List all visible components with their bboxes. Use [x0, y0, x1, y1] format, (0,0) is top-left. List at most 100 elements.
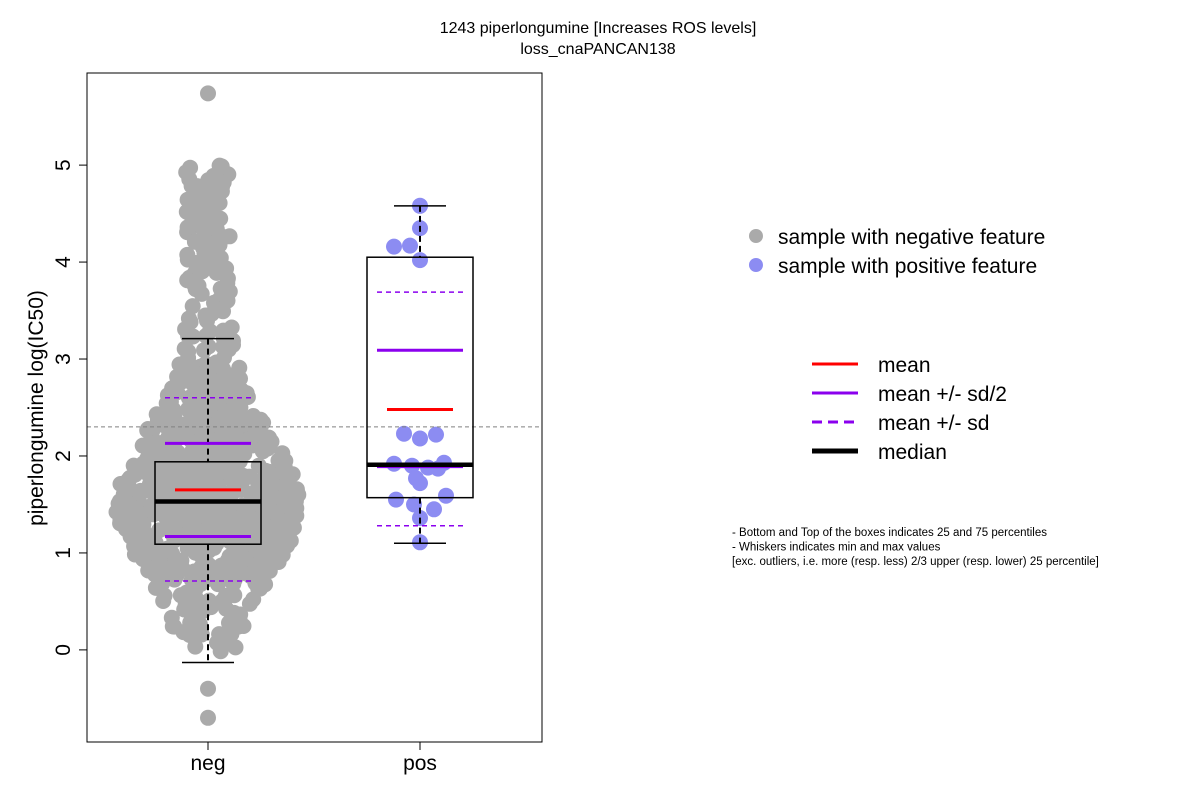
- neg-point: [195, 450, 212, 467]
- neg-point: [238, 385, 255, 402]
- neg-point: [216, 349, 232, 366]
- neg-point: [277, 487, 294, 504]
- legend-label: mean +/- sd: [878, 412, 989, 435]
- y-tick-label: 1: [52, 547, 75, 559]
- neg-point: [126, 519, 143, 536]
- legend-label: median: [878, 441, 947, 464]
- neg-point: [158, 395, 175, 412]
- neg-point: [200, 85, 216, 102]
- neg-point: [147, 579, 164, 596]
- neg-point: [253, 546, 270, 563]
- neg-point: [227, 639, 244, 656]
- neg-point: [120, 472, 137, 489]
- box-pos: [366, 205, 474, 544]
- neg-point: [211, 463, 228, 480]
- neg-point: [184, 395, 201, 412]
- neg-point: [199, 312, 215, 329]
- chart-title: 1243 piperlongumine [Increases ROS level…: [440, 20, 757, 37]
- neg-point: [199, 200, 216, 217]
- pos-point: [438, 487, 454, 504]
- legend-label: sample with positive feature: [778, 255, 1037, 278]
- y-axis-label: piperlongumine log(IC50): [25, 290, 48, 526]
- neg-point: [190, 184, 207, 201]
- neg-point: [181, 329, 198, 346]
- neg-point: [206, 168, 223, 185]
- y-tick-label: 3: [52, 353, 75, 365]
- neg-point: [115, 486, 132, 503]
- box-neg: [154, 337, 262, 664]
- x-tick-label: neg: [190, 752, 225, 775]
- neg-point: [270, 519, 287, 536]
- pos-point: [412, 430, 428, 447]
- legend-label: mean +/- sd/2: [878, 383, 1007, 406]
- neg-point: [150, 471, 167, 488]
- legend-label: sample with negative feature: [778, 226, 1045, 249]
- y-axis: 0 1 2 3 4 5: [52, 159, 87, 656]
- neg-point: [179, 246, 196, 263]
- neg-point: [183, 358, 200, 375]
- neg-point: [214, 501, 231, 518]
- legend: sample with negative feature sample with …: [749, 226, 1045, 464]
- neg-point: [201, 516, 218, 533]
- neg-point: [169, 444, 186, 461]
- chart-subtitle: loss_cnaPANCAN138: [520, 41, 675, 58]
- neg-point: [156, 506, 173, 523]
- neg-point: [264, 503, 281, 520]
- neg-point: [187, 638, 204, 655]
- neg-point: [226, 571, 243, 588]
- legend-label: mean: [878, 354, 931, 377]
- neg-point: [226, 480, 243, 497]
- neg-point: [190, 277, 207, 294]
- neg-point: [188, 211, 205, 228]
- neg-point: [259, 479, 276, 496]
- pos-point: [406, 496, 422, 513]
- neg-point: [172, 512, 189, 528]
- box: [366, 256, 474, 499]
- neg-point: [219, 292, 236, 309]
- pos-point: [396, 425, 412, 442]
- neg-point: [223, 405, 240, 422]
- neg-point: [222, 331, 239, 348]
- neg-point: [228, 368, 245, 385]
- neg-point: [184, 298, 201, 315]
- neg-point: [196, 342, 212, 359]
- neg-point: [165, 427, 182, 444]
- neg-point: [201, 592, 218, 609]
- pos-point: [412, 475, 428, 492]
- neg-point: [200, 680, 216, 697]
- neg-point: [223, 626, 240, 642]
- neg-point: [226, 604, 243, 621]
- neg-point: [216, 229, 232, 246]
- neg-point: [169, 368, 186, 385]
- pos-point: [388, 491, 404, 508]
- neg-point: [178, 424, 195, 441]
- neg-point: [180, 310, 197, 327]
- pos-point: [402, 237, 418, 254]
- neg-point: [178, 164, 195, 181]
- x-tick-label: pos: [403, 752, 437, 775]
- pos-point: [412, 252, 428, 269]
- x-axis: neg pos: [190, 742, 437, 775]
- neg-point: [239, 507, 256, 524]
- neg-point: [248, 413, 265, 430]
- neg-point: [219, 270, 236, 287]
- neg-point: [166, 532, 183, 549]
- neg-point: [209, 634, 225, 651]
- neg-point: [210, 393, 227, 410]
- neg-point: [193, 626, 210, 643]
- neg-point: [146, 440, 163, 457]
- neg-point: [138, 455, 155, 472]
- neg-point: [164, 618, 181, 635]
- neg-point: [192, 559, 209, 576]
- neg-point: [200, 709, 216, 726]
- pos-point: [426, 501, 442, 518]
- y-tick-label: 4: [52, 256, 75, 268]
- neg-point: [192, 576, 209, 592]
- neg-point: [274, 464, 291, 480]
- plot-area: 0 1 2 3 4 5 neg pos: [52, 72, 543, 775]
- neg-point: [212, 249, 229, 266]
- neg-point: [261, 562, 278, 579]
- neg-point: [186, 233, 203, 250]
- y-tick-label: 2: [52, 450, 75, 462]
- note-line: - Whiskers indicates min and max values: [732, 542, 941, 554]
